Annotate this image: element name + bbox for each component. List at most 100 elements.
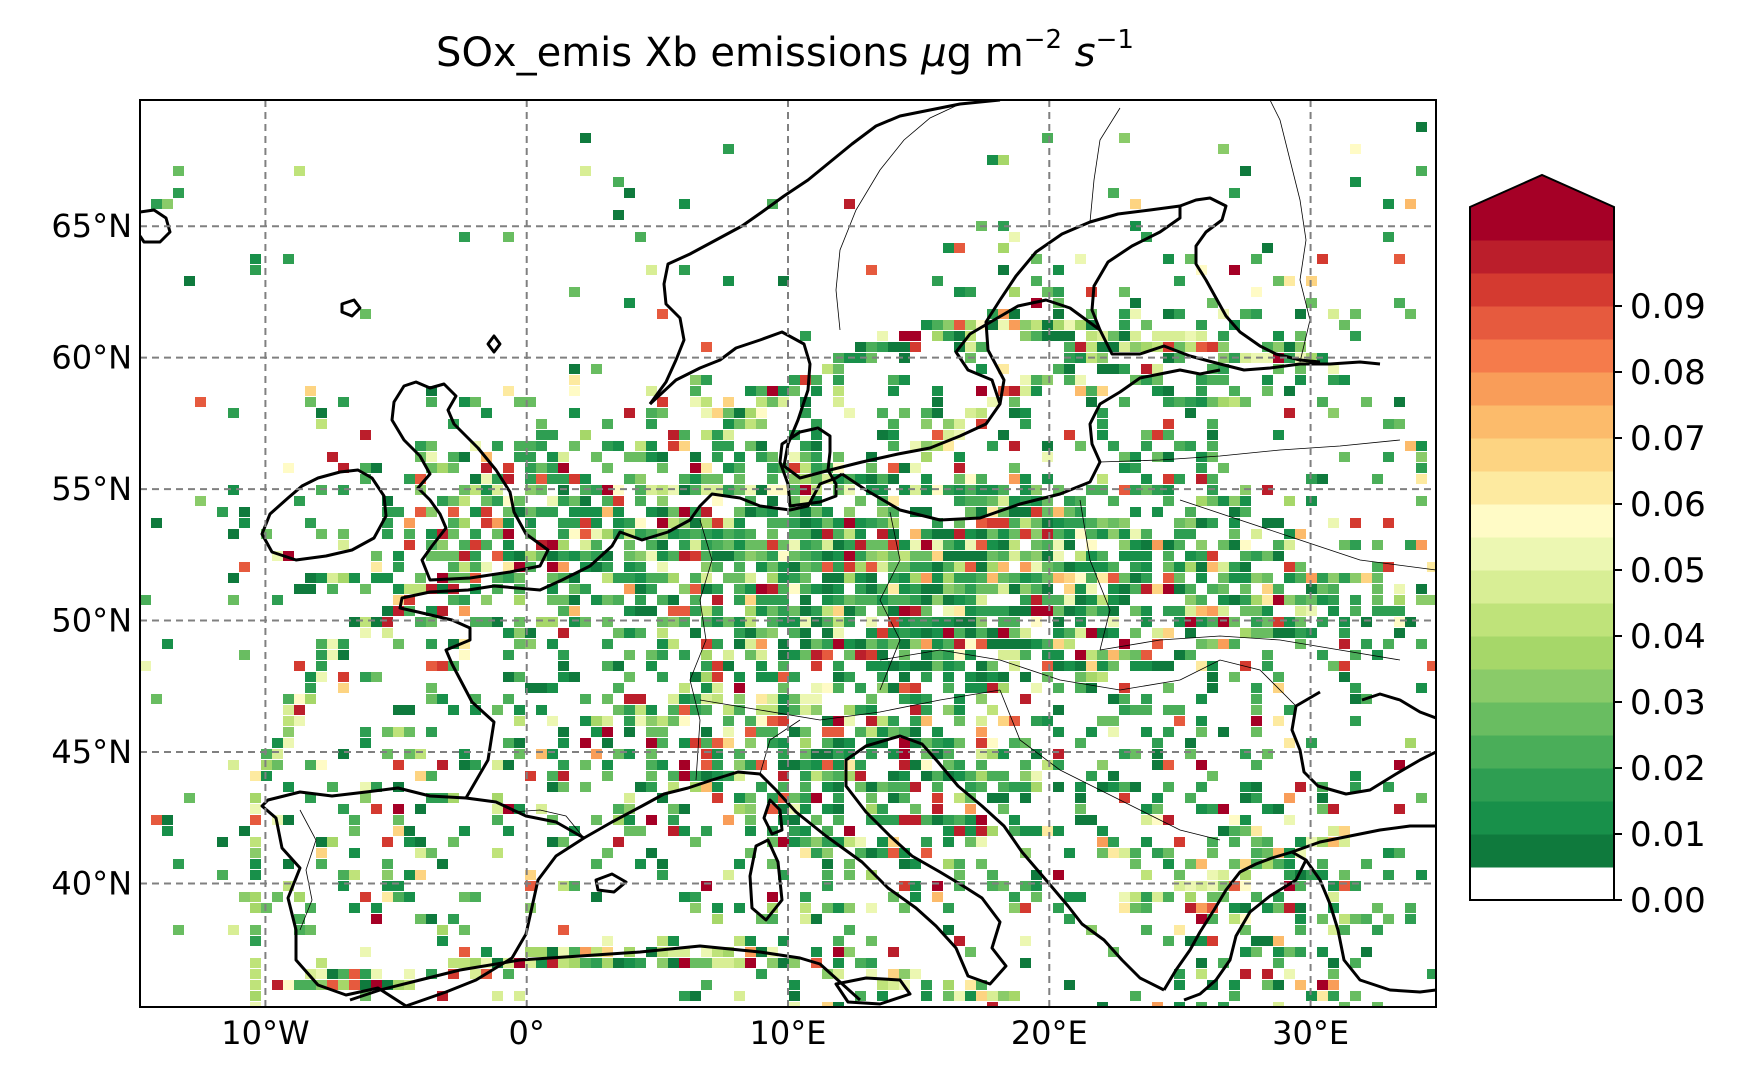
emission-cell	[1317, 650, 1328, 660]
emission-cell	[1284, 969, 1295, 979]
emission-cell	[888, 782, 899, 792]
emission-cell	[789, 617, 800, 627]
emission-cell	[1163, 540, 1174, 550]
emission-cell	[294, 166, 305, 176]
emission-cell	[1097, 386, 1108, 396]
emission-cell	[1064, 606, 1075, 616]
emission-cell	[888, 716, 899, 726]
emission-cell	[294, 892, 305, 902]
emission-cell	[272, 892, 283, 902]
emission-cell	[1229, 881, 1240, 891]
emission-cell	[459, 397, 470, 407]
emission-cell	[921, 551, 932, 561]
emission-cell	[1009, 496, 1020, 506]
emission-cell	[1196, 573, 1207, 583]
emission-cell	[1416, 496, 1427, 506]
emission-cell	[316, 408, 327, 418]
emission-cell	[1218, 727, 1229, 737]
emission-cell	[1031, 562, 1042, 572]
emission-cell	[1240, 595, 1251, 605]
emission-cell	[338, 463, 349, 473]
emission-cell	[690, 529, 701, 539]
emission-cell	[965, 815, 976, 825]
emission-cell	[558, 782, 569, 792]
emission-cell	[910, 617, 921, 627]
emission-cell	[789, 507, 800, 517]
emission-cell	[866, 628, 877, 638]
emission-cell	[1086, 309, 1097, 319]
emission-cell	[668, 430, 679, 440]
emission-cell	[1042, 320, 1053, 330]
emission-cell	[745, 848, 756, 858]
emission-cell	[866, 463, 877, 473]
emission-cell	[844, 551, 855, 561]
emission-cell	[1141, 815, 1152, 825]
emission-cell	[998, 650, 1009, 660]
emission-cell	[833, 584, 844, 594]
emission-cell	[316, 837, 327, 847]
emission-cell	[646, 749, 657, 759]
emission-cell	[261, 529, 272, 539]
emission-cell	[393, 804, 404, 814]
lat-label: 50°N	[51, 602, 132, 640]
emission-cell	[536, 419, 547, 429]
emission-cell	[811, 683, 822, 693]
emission-cell	[239, 518, 250, 528]
emission-cell	[833, 606, 844, 616]
emission-cell	[1086, 551, 1097, 561]
emission-cell	[723, 617, 734, 627]
emission-cell	[1174, 441, 1185, 451]
emission-cell	[943, 562, 954, 572]
emission-cell	[613, 661, 624, 671]
emission-cell	[844, 639, 855, 649]
emission-cell	[690, 551, 701, 561]
emission-cell	[877, 584, 888, 594]
emission-cell	[954, 628, 965, 638]
lat-label: 60°N	[51, 339, 132, 377]
emission-cell	[305, 386, 316, 396]
emission-cell	[492, 815, 503, 825]
emission-cell	[448, 496, 459, 506]
emission-cell	[800, 727, 811, 737]
emission-cell	[602, 617, 613, 627]
emission-cell	[1108, 496, 1119, 506]
emission-cell	[1174, 353, 1185, 363]
emission-cell	[1196, 936, 1207, 946]
emission-cell	[1196, 386, 1207, 396]
emission-cell	[844, 650, 855, 660]
emission-cell	[1141, 540, 1152, 550]
emission-cell	[734, 474, 745, 484]
emission-cell	[1075, 386, 1086, 396]
emission-cell	[976, 760, 987, 770]
emission-cell	[338, 749, 349, 759]
emission-cell	[250, 848, 261, 858]
emission-cell	[1262, 837, 1273, 847]
emission-cell	[943, 320, 954, 330]
emission-cell	[1141, 430, 1152, 440]
emission-cell	[624, 584, 635, 594]
emission-cell	[1152, 804, 1163, 814]
emission-cell	[547, 573, 558, 583]
emission-cell	[910, 815, 921, 825]
emission-cell	[437, 760, 448, 770]
emission-cell	[822, 782, 833, 792]
emission-cell	[1086, 661, 1097, 671]
emission-cell	[1251, 826, 1262, 836]
emission-cell	[811, 815, 822, 825]
emission-cell	[1196, 551, 1207, 561]
emission-cell	[767, 914, 778, 924]
emission-cell	[448, 595, 459, 605]
emission-cell	[976, 639, 987, 649]
emission-cell	[1251, 782, 1262, 792]
emission-cell	[250, 793, 261, 803]
emission-cell	[767, 672, 778, 682]
colorbar-tick-label: 0.03	[1630, 683, 1706, 723]
emission-cell	[877, 716, 888, 726]
emission-cell	[382, 573, 393, 583]
emission-cell	[602, 573, 613, 583]
emission-cell	[591, 507, 602, 517]
emission-cell	[569, 408, 580, 418]
emission-cell	[1207, 364, 1218, 374]
emission-cell	[1372, 606, 1383, 616]
emission-cell	[767, 716, 778, 726]
